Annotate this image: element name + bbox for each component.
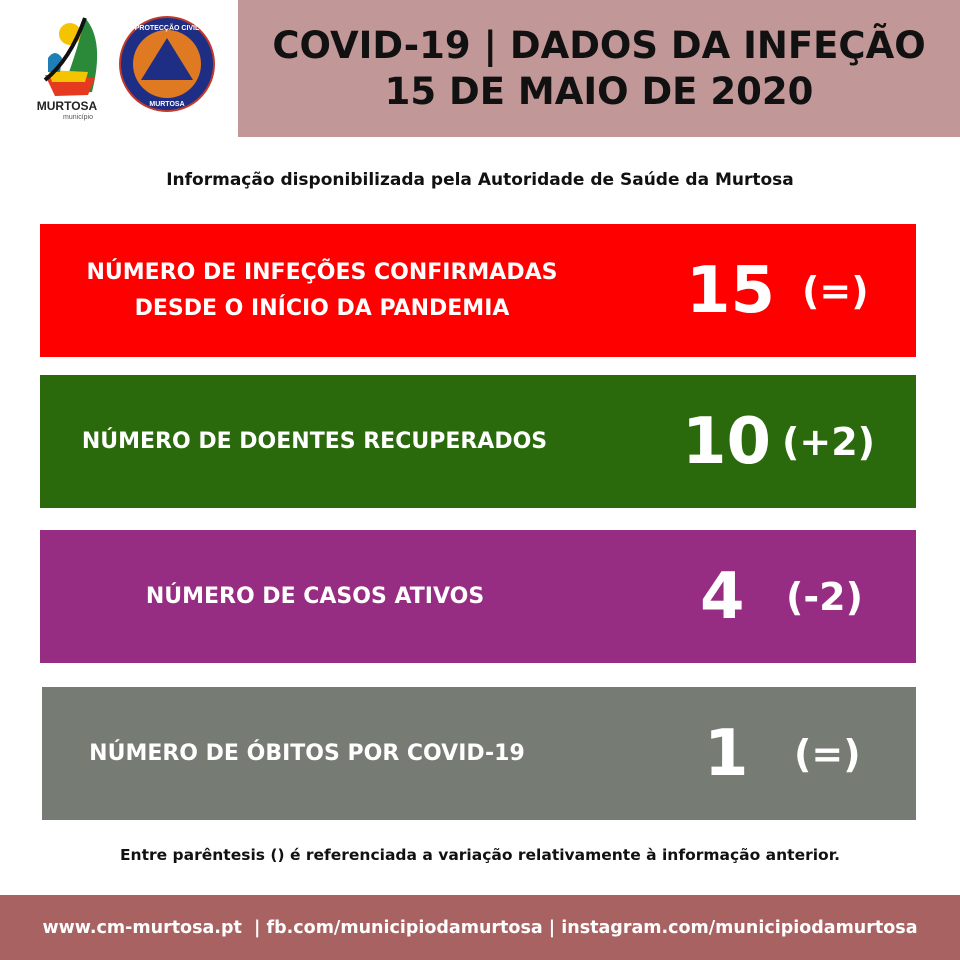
subtitle: Informação disponibilizada pela Autorida… (166, 170, 794, 190)
stat-label-line: NÚMERO DE INFEÇÕES CONFIRMADAS (86, 259, 558, 285)
stat-confirmed: NÚMERO DE INFEÇÕES CONFIRMADAS DESDE O I… (40, 224, 916, 357)
svg-text:PROTECÇÃO CIVIL: PROTECÇÃO CIVIL (135, 23, 200, 32)
murtosa-logo: MURTOSA município PROTECÇÃO CIVIL MURTOS… (37, 16, 215, 121)
stat-label: NÚMERO DE ÓBITOS POR COVID-19 (62, 687, 552, 820)
svg-text:MURTOSA: MURTOSA (37, 99, 98, 113)
title-line-1: COVID-19 | DADOS DA INFEÇÃO (272, 23, 926, 67)
stat-value: 15 (686, 253, 776, 328)
protecao-civil-logo: PROTECÇÃO CIVIL MURTOSA (119, 16, 215, 112)
stat-label: NÚMERO DE INFEÇÕES CONFIRMADAS DESDE O I… (62, 224, 582, 357)
stat-label: NÚMERO DE CASOS ATIVOS (120, 530, 510, 663)
stat-value: 1 (704, 716, 749, 791)
stat-label-line: NÚMERO DE CASOS ATIVOS (145, 583, 485, 609)
footnote: Entre parêntesis () é referenciada a var… (119, 846, 841, 864)
stat-label-line: NÚMERO DE DOENTES RECUPERADOS (81, 428, 548, 454)
svg-text:município: município (63, 114, 93, 121)
stat-label-line: NÚMERO DE ÓBITOS POR COVID-19 (89, 740, 525, 766)
stat-value: 4 (700, 559, 745, 634)
stat-deaths: NÚMERO DE ÓBITOS POR COVID-19 1 (=) (42, 687, 916, 820)
stat-label: NÚMERO DE DOENTES RECUPERADOS (62, 375, 567, 508)
header-title: COVID-19 | DADOS DA INFEÇÃO 15 DE MAIO D… (238, 0, 960, 137)
stat-change: (+2) (782, 419, 876, 464)
stat-recovered: NÚMERO DE DOENTES RECUPERADOS 10 (+2) (40, 375, 916, 508)
stat-active: NÚMERO DE CASOS ATIVOS 4 (-2) (40, 530, 916, 663)
footer-links: www.cm-murtosa.pt | fb.com/municipiodamu… (0, 895, 960, 960)
stat-change: (=) (794, 731, 861, 776)
stat-value: 10 (682, 404, 772, 479)
title-line-2: 15 DE MAIO DE 2020 (384, 69, 814, 113)
svg-text:MURTOSA: MURTOSA (149, 101, 184, 108)
logos: MURTOSA município PROTECÇÃO CIVIL MURTOS… (0, 0, 238, 137)
stat-change: (=) (802, 268, 869, 313)
stat-change: (-2) (786, 574, 863, 619)
stat-label-line: DESDE O INÍCIO DA PANDEMIA (134, 295, 510, 321)
